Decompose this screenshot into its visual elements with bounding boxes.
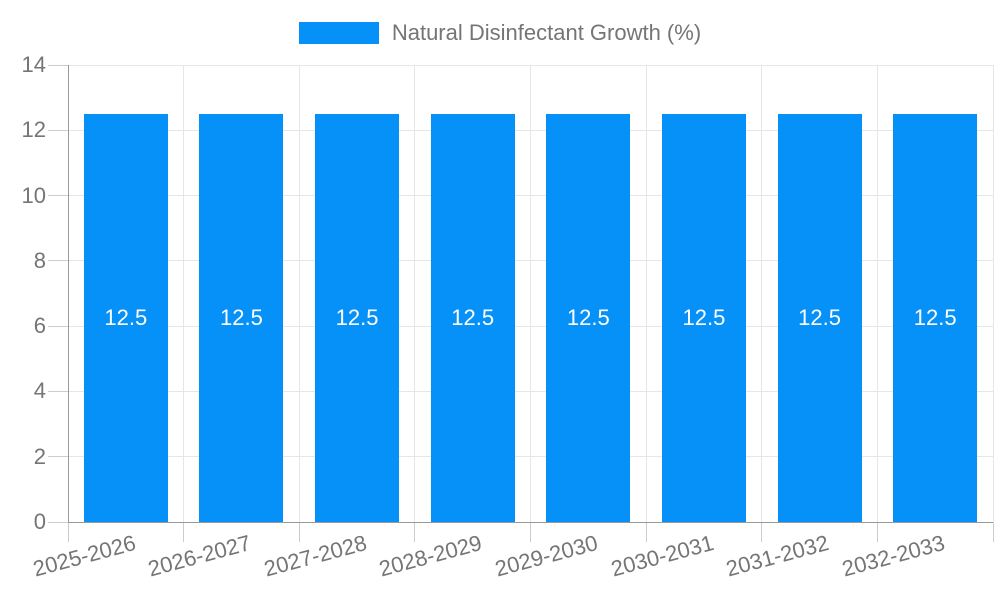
y-axis-tick [48, 195, 68, 197]
y-axis-tick [48, 521, 68, 523]
x-axis-tick [645, 522, 647, 542]
bar-value-label: 12.5 [913, 304, 957, 330]
bar-2026-2027[interactable]: 12.5 [199, 113, 284, 522]
y-axis-tick [48, 456, 68, 458]
x-axis-tick [298, 522, 300, 542]
y-axis-label: 4 [33, 378, 46, 404]
x-axis-label: 2032-2033 [839, 530, 948, 582]
bar-2029-2030[interactable]: 12.5 [546, 113, 631, 522]
bar-value-label: 12.5 [335, 304, 379, 330]
x-axis-line [68, 522, 993, 523]
bar-2032-2033[interactable]: 12.5 [893, 113, 978, 522]
x-axis-tick [67, 522, 69, 542]
legend[interactable]: Natural Disinfectant Growth (%) [0, 20, 1000, 45]
bar-2025-2026[interactable]: 12.5 [83, 113, 168, 522]
x-axis-label: 2027-2028 [261, 530, 370, 582]
y-axis-label: 12 [21, 117, 46, 143]
bar-2027-2028[interactable]: 12.5 [315, 113, 400, 522]
bar-value-label: 12.5 [220, 304, 263, 330]
x-axis-label: 2029-2030 [492, 530, 601, 582]
x-axis-tick [992, 522, 994, 542]
x-axis-label: 2028-2029 [376, 530, 485, 582]
bar-2028-2029[interactable]: 12.5 [430, 113, 515, 522]
x-axis-tick [183, 522, 185, 542]
bar-2031-2032[interactable]: 12.5 [777, 113, 862, 522]
gridline-vertical [992, 65, 994, 522]
bar-value-label: 12.5 [451, 304, 495, 330]
legend-label: Natural Disinfectant Growth (%) [391, 20, 702, 45]
y-axis-label: 8 [33, 247, 46, 273]
bar-2030-2031[interactable]: 12.5 [661, 113, 746, 522]
y-axis-tick [48, 325, 68, 327]
x-axis-tick [876, 522, 878, 542]
y-axis-tick [48, 390, 68, 392]
y-axis-label: 6 [33, 313, 46, 339]
x-axis-label: 2030-2031 [608, 530, 717, 582]
gridline-vertical [298, 65, 300, 522]
gridline-vertical [183, 65, 185, 522]
x-axis-tick [530, 522, 531, 542]
y-axis-label: 0 [33, 509, 46, 534]
x-axis-label: 2025-2026 [29, 530, 139, 582]
bar-value-label: 12.5 [798, 304, 841, 330]
y-axis-label: 10 [21, 182, 46, 208]
legend-swatch-icon[interactable] [298, 22, 379, 44]
bar-value-label: 12.5 [682, 304, 726, 330]
y-axis-line [68, 65, 69, 522]
y-axis-tick [48, 129, 68, 131]
x-axis-tick [761, 522, 763, 542]
gridline-vertical [761, 65, 763, 522]
x-axis-label: 2026-2027 [145, 530, 254, 582]
gridline-vertical [876, 65, 878, 522]
y-axis-label: 2 [33, 443, 46, 469]
y-axis-tick [48, 64, 68, 66]
gridline-vertical [530, 65, 531, 522]
gridline-vertical [645, 65, 647, 522]
bar-value-label: 12.5 [104, 304, 148, 330]
y-axis-label: 14 [21, 52, 46, 77]
x-axis-label: 2031-2032 [723, 530, 832, 582]
gridline-vertical [414, 65, 416, 522]
bar-value-label: 12.5 [566, 304, 610, 330]
x-axis-tick [414, 522, 416, 542]
y-axis-tick [48, 260, 68, 262]
